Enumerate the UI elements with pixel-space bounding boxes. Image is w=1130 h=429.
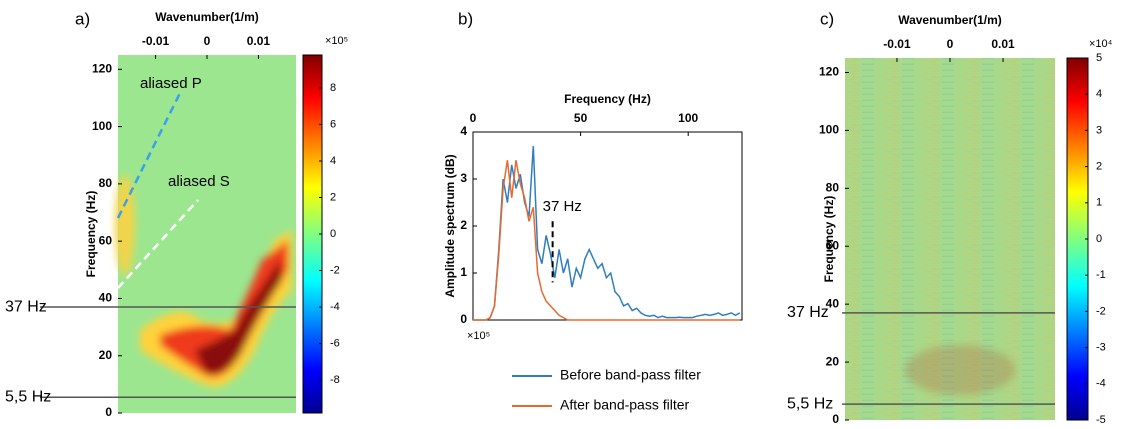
y-tick-label: 20 [99, 348, 113, 362]
colorbar-tick-label: -4 [1096, 378, 1106, 390]
plot-frame [472, 131, 743, 321]
colorbar [1066, 57, 1089, 421]
y-tick-label: 4 [460, 124, 467, 138]
y-tick-label: 60 [99, 233, 113, 247]
y-axis-title: Amplitude spectrum (dB) [443, 154, 457, 297]
y-tick-label: 60 [826, 238, 840, 252]
x-axis-title: Wavenumber(1/m) [898, 13, 1002, 27]
heatmap-image-a [115, 55, 296, 413]
y-tick-label: 80 [826, 180, 840, 194]
reference-label: 37 Hz [5, 298, 47, 315]
panel-label: a) [75, 9, 90, 28]
y-tick-label: 120 [819, 65, 839, 79]
y-tick-label: 40 [99, 291, 113, 305]
colorbar-tick-label: -6 [330, 337, 340, 349]
x-axis-title: Wavenumber(1/m) [155, 10, 259, 24]
series-line [473, 160, 740, 321]
colorbar-tick-label: 0 [330, 228, 336, 240]
reference-label: 37 Hz [543, 198, 582, 215]
x-tick-label: 0.01 [991, 37, 1015, 51]
colorbar-tick-label: 6 [330, 118, 336, 130]
x-tick-label: 0.01 [247, 34, 271, 48]
colorbar-tick-label: 5 [1096, 52, 1102, 64]
colorbar-tick-label: 8 [330, 82, 336, 94]
y-axis-title: Frequency (Hz) [822, 196, 836, 283]
reference-label: 37 Hz [787, 304, 829, 321]
y-tick-label: 120 [92, 61, 112, 75]
y-tick-label: 100 [92, 119, 112, 133]
x-tick-label: 50 [574, 111, 588, 125]
panel-label: c) [820, 9, 834, 28]
annotation: aliased S [168, 173, 230, 190]
legend-label: Before band-pass filter [560, 367, 701, 383]
annotation: aliased P [140, 75, 202, 92]
y-tick-label: 40 [826, 296, 840, 310]
colorbar-tick-label: -2 [330, 264, 340, 276]
colorbar-tick-label: -3 [1096, 342, 1106, 354]
colorbar-tick-label: 4 [330, 155, 336, 167]
x-tick-label: 0 [470, 111, 477, 125]
x-tick-label: 0 [947, 37, 954, 51]
y-tick-label: 80 [99, 176, 113, 190]
colorbar-scale: ×10⁴ [1089, 38, 1113, 50]
colorbar-tick-label: -5 [1096, 414, 1106, 424]
colorbar-tick-label: -8 [330, 374, 340, 386]
colorbar-tick-label: -1 [1096, 269, 1106, 281]
y-tick-label: 1 [460, 265, 467, 279]
x-tick-label: -0.01 [142, 34, 170, 48]
reference-label: 5,5 Hz [5, 388, 51, 405]
series-line [473, 146, 741, 321]
x-tick-label: 0 [204, 34, 211, 48]
colorbar-tick-label: -2 [1096, 305, 1106, 317]
colorbar-tick-label: 3 [1096, 124, 1102, 136]
colorbar-tick-label: 2 [1096, 161, 1102, 173]
y-tick-label: 2 [460, 218, 467, 232]
colorbar-tick-label: -4 [330, 301, 340, 313]
panel-label: b) [458, 9, 473, 28]
colorbar-tick-label: 2 [330, 191, 336, 203]
reference-label: 5,5 Hz [787, 395, 833, 412]
y-tick-label: 100 [819, 123, 839, 137]
x-tick-label: -0.01 [883, 37, 911, 51]
x-tick-label: 100 [678, 111, 698, 125]
colorbar-tick-label: 4 [1096, 88, 1102, 100]
colorbar-scale: ×10⁵ [325, 35, 348, 47]
y-axis-title: Frequency (Hz) [84, 191, 98, 278]
colorbar-tick-label: 1 [1096, 197, 1102, 209]
y-tick-label: 20 [826, 354, 840, 368]
x-axis-title: Frequency (Hz) [564, 92, 651, 106]
heatmap-image-c [845, 58, 1055, 420]
colorbar-tick-label: 0 [1096, 233, 1102, 245]
y-tick-label: 0 [460, 312, 467, 326]
y-tick-label: 0 [832, 412, 839, 424]
y-tick-label: 0 [105, 405, 112, 419]
y-tick-label: 3 [460, 171, 467, 185]
legend-label: After band-pass filter [560, 397, 690, 413]
y-scale-label: ×10⁵ [467, 330, 490, 342]
